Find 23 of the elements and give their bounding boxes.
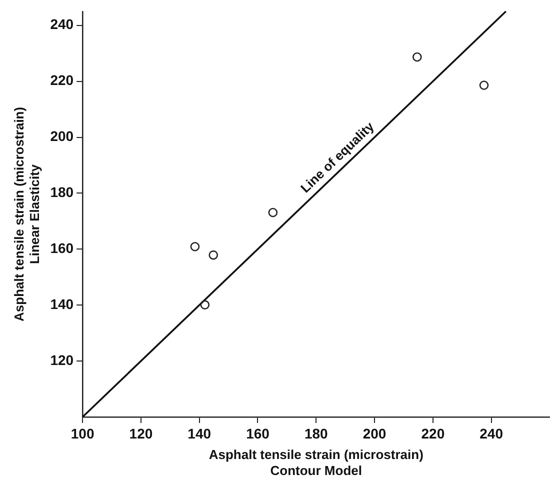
point — [190, 242, 200, 252]
x-tick-label: 200 — [362, 425, 386, 442]
y-tick-label: 240 — [50, 16, 74, 32]
y-tick-label: 180 — [50, 184, 74, 200]
point — [479, 80, 489, 90]
y-tick-label: 160 — [50, 240, 74, 256]
x-tick-label: 240 — [480, 425, 504, 442]
y-tick-label: 220 — [50, 72, 74, 88]
x-tick-label: 140 — [188, 425, 212, 442]
y-tick-label: 120 — [50, 352, 74, 368]
y-tick-label: 200 — [50, 128, 74, 144]
x-axis-title: Asphalt tensile strain (microstrain) Contour Model — [208, 447, 424, 478]
point — [412, 52, 422, 62]
x-tick-label: 220 — [421, 425, 445, 442]
x-tick-label: 160 — [246, 425, 270, 442]
y-axis-title: Asphalt tensile strain (microstrain) Linear Elasticity — [11, 106, 42, 322]
x-tick-label: 120 — [129, 425, 153, 442]
x-tick-label: 100 — [70, 425, 94, 442]
x-tick-label: 180 — [304, 425, 328, 442]
y-tick-label: 140 — [50, 296, 74, 312]
point — [200, 300, 210, 310]
point — [268, 208, 278, 218]
point — [208, 250, 218, 260]
